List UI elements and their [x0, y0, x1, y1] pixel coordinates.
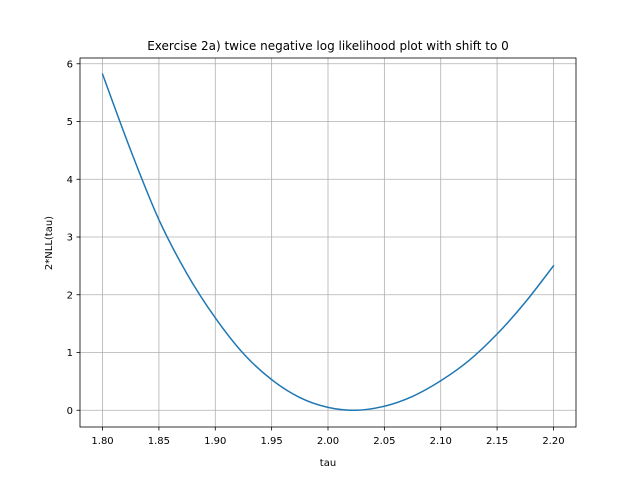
y-tick-label: 0 [67, 406, 73, 417]
chart-title: Exercise 2a) twice negative log likeliho… [147, 39, 509, 53]
x-tick-label: 1.90 [204, 436, 226, 447]
x-tick-label: 2.05 [373, 436, 395, 447]
x-tick-label: 2.10 [430, 436, 452, 447]
y-tick-label: 1 [67, 348, 73, 359]
x-tick-label: 2.15 [486, 436, 508, 447]
x-axis-label: tau [320, 458, 336, 469]
y-tick-label: 3 [67, 233, 73, 244]
grid [80, 58, 576, 427]
y-tick-label: 6 [67, 59, 73, 70]
y-axis-label: 2*NLL(tau) [44, 216, 55, 270]
series-layer [101, 73, 555, 412]
y-tick-label: 5 [67, 117, 73, 128]
x-tick-label: 1.80 [91, 436, 113, 447]
y-tick-label: 4 [67, 175, 73, 186]
y-axis: 0 1 2 3 4 5 6 [67, 59, 80, 417]
x-axis: 1.80 1.85 1.90 1.95 2.00 2.05 2.10 2.15 2.20 [91, 427, 565, 447]
x-tick-label: 2.00 [317, 436, 339, 447]
series-line-0 [101, 73, 555, 412]
x-tick-label: 1.85 [148, 436, 170, 447]
x-tick-label: 2.20 [542, 436, 564, 447]
y-tick-label: 2 [67, 290, 73, 301]
x-tick-label: 1.95 [261, 436, 283, 447]
